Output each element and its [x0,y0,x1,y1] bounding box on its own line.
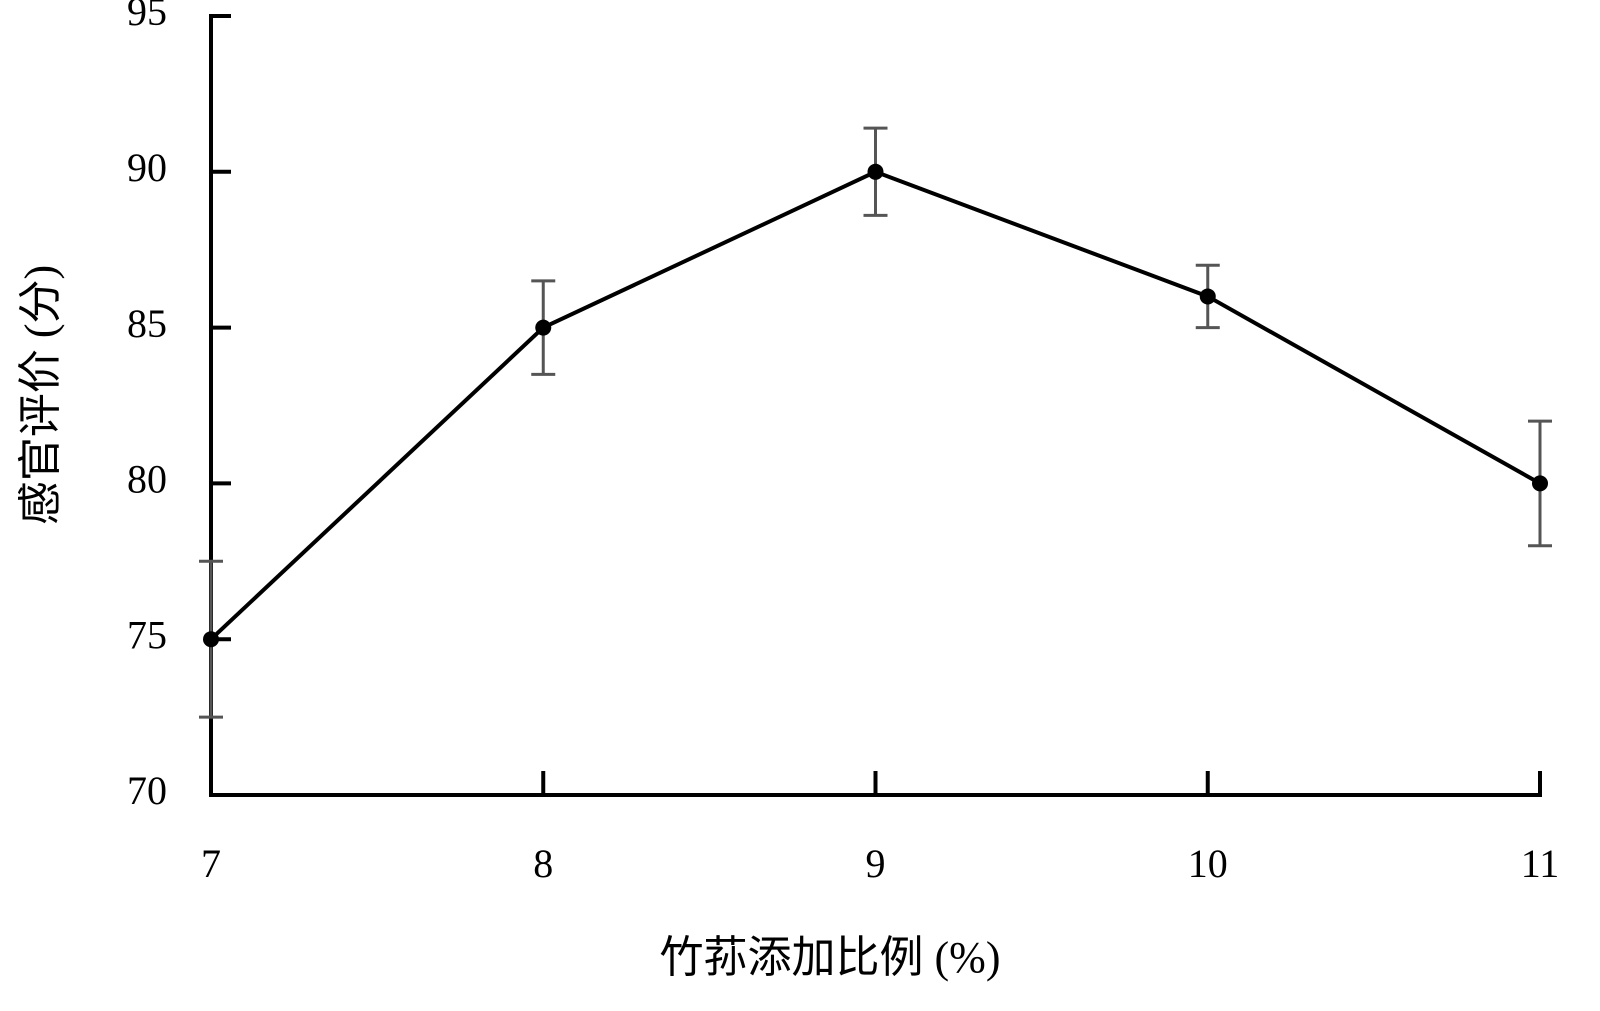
x-tick-label: 10 [1188,841,1228,886]
data-point [1532,475,1548,492]
y-tick-label: 75 [127,612,167,657]
x-tick-label: 11 [1521,841,1560,886]
y-tick-label: 80 [127,457,167,502]
data-point [535,319,552,336]
x-axis-title: 竹荪添加比例 (%) [660,933,1001,982]
data-point [1199,288,1216,305]
y-tick-label: 70 [127,768,167,813]
y-tick-label: 85 [127,301,167,346]
data-point [203,631,219,648]
y-axis-title: 感官评价 (分) [16,265,65,525]
x-tick-label: 8 [533,841,553,886]
data-point [867,163,884,180]
x-tick-label: 7 [201,841,221,886]
x-tick-label: 9 [866,841,886,886]
data-line [209,169,1541,641]
y-tick-label: 95 [127,0,167,34]
y-tick-label: 90 [127,145,167,190]
